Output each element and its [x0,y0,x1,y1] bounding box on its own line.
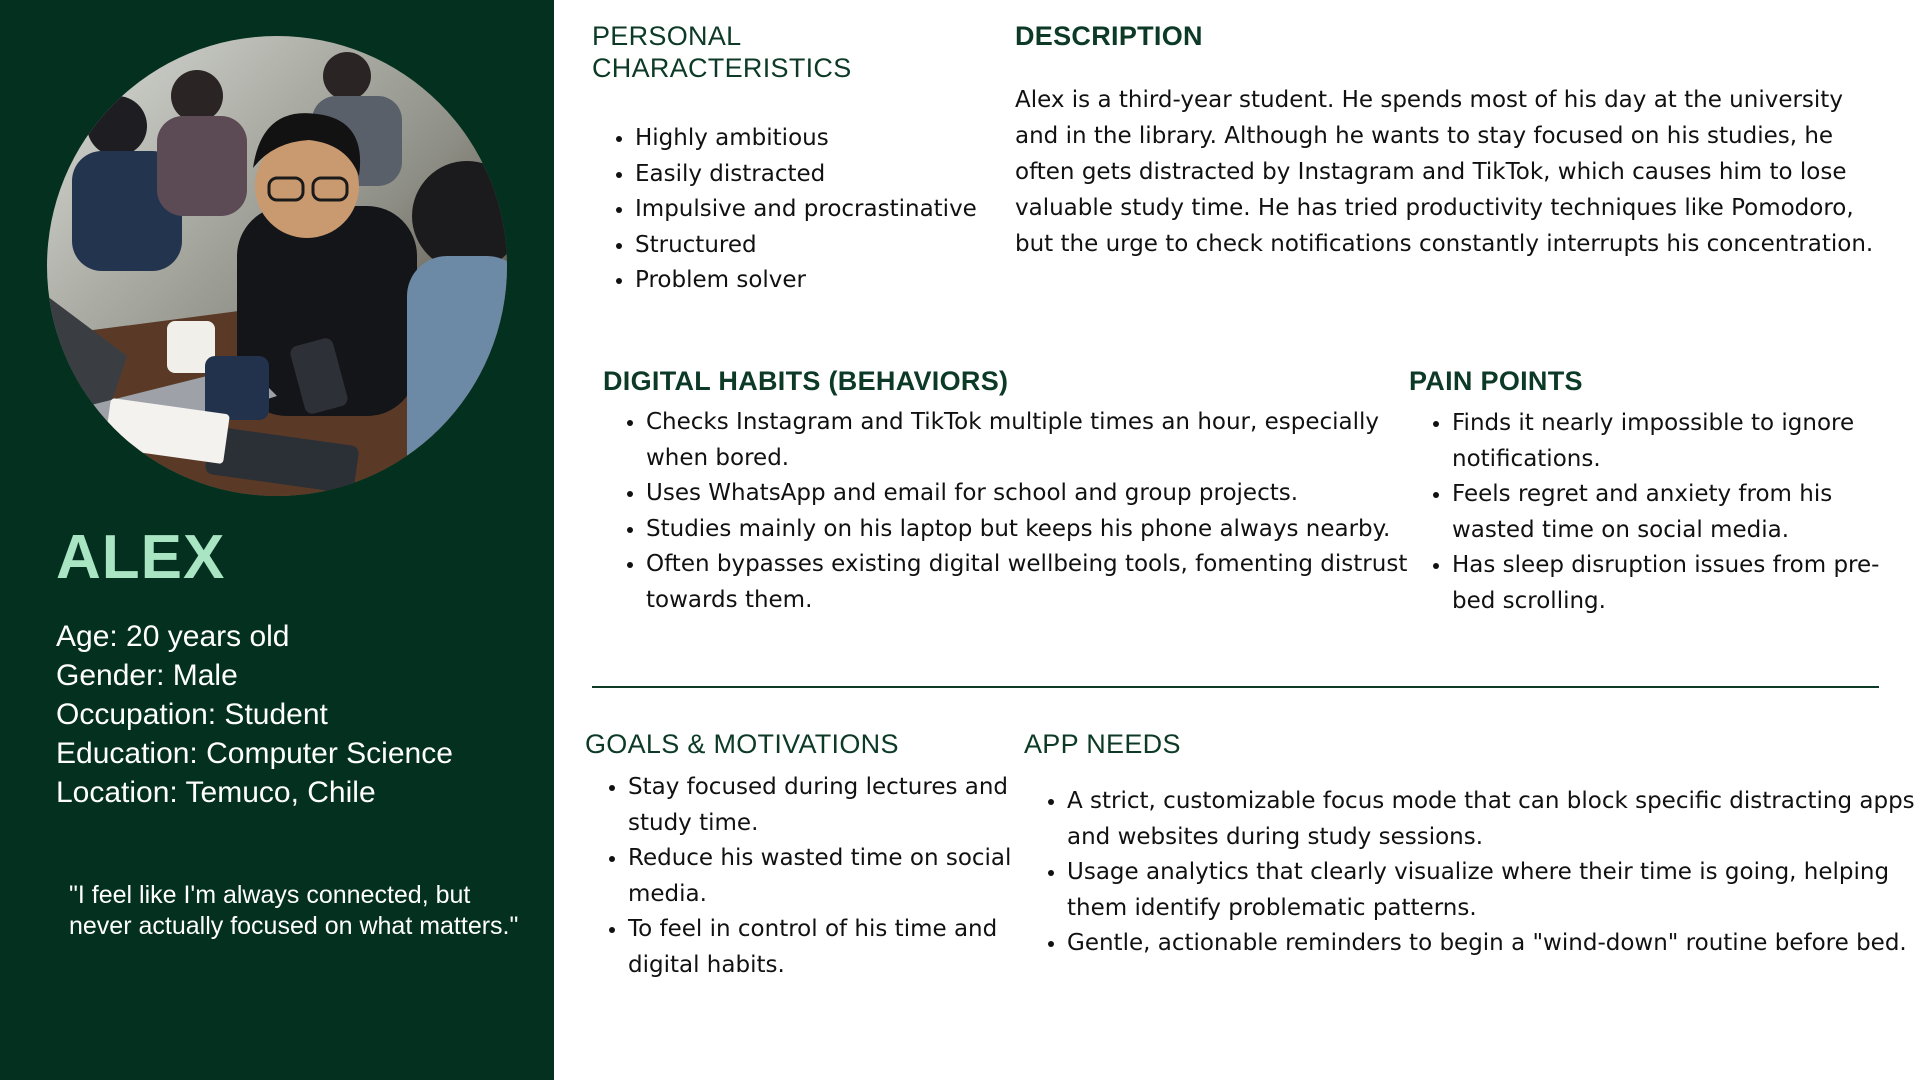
list-item: Reduce his wasted time on social media. [628,841,1028,912]
digital-habits-list: Checks Instagram and TikTok multiple tim… [603,405,1448,618]
list-item: Stay focused during lectures and study t… [628,770,1028,841]
persona-photo [47,36,507,496]
digital-habits-heading: DIGITAL HABITS (BEHAVIORS) [603,366,1009,396]
list-item: Problem solver [635,263,1035,299]
list-item: Finds it nearly impossible to ignore not… [1452,406,1920,477]
fact-occupation: Occupation: Student [56,698,328,731]
list-item: Checks Instagram and TikTok multiple tim… [646,405,1448,476]
fact-gender: Gender: Male [56,659,238,692]
persona-facts: Age: 20 years old Gender: Male Occupatio… [56,617,453,812]
goals-heading: GOALS & MOTIVATIONS [585,729,899,759]
pain-points-heading: PAIN POINTS [1409,366,1583,396]
list-item: Highly ambitious [635,121,1035,157]
personal-characteristics-heading: PERSONAL CHARACTERISTICS [592,20,852,84]
app-needs-list: A strict, customizable focus mode that c… [1024,784,1920,962]
list-item: Often bypasses existing digital wellbein… [646,547,1448,618]
list-item: Uses WhatsApp and email for school and g… [646,476,1448,512]
list-item: Has sleep disruption issues from pre-bed… [1452,548,1920,619]
persona-name: ALEX [56,523,226,592]
persona-quote: "I feel like I'm always connected, but n… [69,881,519,940]
list-item: Structured [635,228,1035,264]
list-item: Easily distracted [635,157,1035,193]
list-item: Gentle, actionable reminders to begin a … [1067,926,1920,962]
section-divider [592,686,1879,688]
personal-heading-line1: PERSONAL [592,21,742,51]
app-needs-heading: APP NEEDS [1024,729,1181,759]
list-item: Impulsive and procrastinative [635,192,1035,228]
list-item: A strict, customizable focus mode that c… [1067,784,1920,855]
description-heading: DESCRIPTION [1015,21,1203,51]
fact-education: Education: Computer Science [56,737,453,770]
personal-heading-line2: CHARACTERISTICS [592,53,852,83]
persona-sidebar: ALEX Age: 20 years old Gender: Male Occu… [0,0,554,1080]
list-item: Feels regret and anxiety from his wasted… [1452,477,1920,548]
description-text: Alex is a third-year student. He spends … [1015,87,1874,257]
list-item: To feel in control of his time and digit… [628,912,1028,983]
personal-characteristics-list: Highly ambitious Easily distracted Impul… [592,121,1035,299]
list-item: Usage analytics that clearly visualize w… [1067,855,1920,926]
goals-list: Stay focused during lectures and study t… [585,770,1028,983]
student-photo-illustration [47,36,507,496]
fact-location: Location: Temuco, Chile [56,776,376,809]
fact-age: Age: 20 years old [56,620,290,653]
list-item: Studies mainly on his laptop but keeps h… [646,512,1448,548]
pain-points-list: Finds it nearly impossible to ignore not… [1409,406,1920,619]
